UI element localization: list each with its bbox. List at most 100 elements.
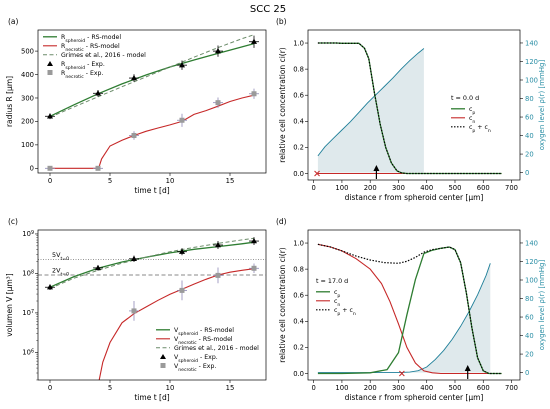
y2-tick-label: 80 [525,95,534,103]
x-tick-label: 0 [311,384,315,392]
x-tick-label: 200 [364,184,377,192]
time-annotation: t = 0.0 d [451,94,479,102]
exp-necrotic-marker [251,91,257,97]
series-model-necrotic [98,268,255,380]
spheroid-radius-arrowhead [373,165,380,171]
x-tick-label: 400 [420,384,433,392]
oxygen-area [317,263,491,373]
legend-label: cn [334,298,340,308]
legend-label: Vspheroid - RS-model [174,327,234,337]
series-grimes [49,34,255,118]
x-tick-label: 300 [392,184,405,192]
y2-tick-label: 80 [525,295,534,303]
legend-label: Rspheroid - RS-model [61,34,121,44]
legend-label: Rnecrotic - RS-model [61,43,120,53]
x-tick-label: 0 [48,384,52,392]
x-axis-label: time t [d] [134,186,169,195]
x-tick-label: 400 [420,184,433,192]
y2-tick-label: 20 [525,350,534,358]
legend-label: Vnecrotic - Exp. [174,363,216,373]
series-model-necrotic [50,94,255,169]
y-tick-label: 0.0 [293,170,304,178]
y-axis-label: volumen V [μm³] [5,273,14,336]
exp-necrotic-marker [251,265,257,271]
y2-tick-label: 40 [525,132,534,140]
exp-necrotic-marker [179,287,185,293]
series-lines [317,42,502,175]
x-tick-label: 200 [364,384,377,392]
y-tick-label: 100 [21,141,34,149]
x-tick-label: 500 [448,384,461,392]
y-tick-label: 0.4 [293,118,304,126]
exp-necrotic-marker [215,272,221,278]
legend-label: Vspheroid - Exp. [174,354,218,364]
exp-necrotic-marker [215,100,221,106]
x-axis-label: time t [d] [134,393,169,402]
legend-label: Grimes et al., 2016 - model [174,345,259,352]
y2-tick-label: 20 [525,150,534,158]
legend-label: Vnecrotic - RS-model [174,336,233,346]
panel-label: (b) [276,17,287,26]
x-tick-label: 600 [477,384,490,392]
guide-label: 2Vt=0 [52,267,69,278]
legend-label: cn [469,115,475,125]
axes-frame [37,29,267,174]
x-tick-label: 10 [166,177,175,185]
y-tick-label: 0.4 [293,318,304,326]
time-annotation: t = 17.0 d [316,277,348,285]
y-tick-label: 0.8 [293,265,304,273]
y2-tick-label: 120 [525,258,538,266]
y-tick-label: 300 [21,94,34,102]
exp-spheroid-marker [47,113,53,119]
x-tick-label: 15 [226,384,235,392]
y-tick-label: 400 [21,71,34,79]
exp-spheroid-marker [215,241,221,248]
y-tick-label: 108 [22,269,34,278]
y-axis-label: relative cell concentration ci(r) [278,247,287,363]
y-tick-label: 0.6 [293,92,304,100]
y2-axis-label: oxygen level ρ(r) [mmHg] [538,260,546,351]
y-tick-label: 0.0 [293,370,304,378]
exp-spheroid-marker [95,90,101,96]
series-sum [317,42,502,175]
panel-label: (d) [276,217,287,226]
legend-label: Grimes et al., 2016 - model [61,52,146,59]
x-axis-label: distance r from spheroid center [μm] [345,193,484,202]
exp-spheroid-marker [251,38,257,44]
series-sum [317,243,502,375]
y-tick-label: 0.2 [293,144,304,152]
y-tick-label: 0.2 [293,344,304,352]
axes-frame [307,29,521,181]
series-model-necrotic [317,243,502,375]
series-model-spheroid [49,241,255,288]
series-lines [49,237,255,380]
y-tick-label: 200 [21,118,34,126]
x-tick-label: 700 [505,184,518,192]
necrotic-radius-marker [314,170,320,177]
x-tick-label: 10 [166,384,175,392]
y-tick-label: 0.8 [293,65,304,73]
x-tick-label: 15 [226,177,235,185]
panel-a: (a) 0 5 10 15 0 100 200 300 400 500 time t [d] radiu… [5,17,267,195]
y-tick-label: 107 [22,309,34,318]
x-tick-label: 0 [48,177,52,185]
panel-d: (d)0 100 200 300 400 500 600 7000.00.20.40.60.8… [276,217,546,402]
y-tick-label: 1.0 [293,239,304,247]
exp-necrotic-marker [179,117,185,123]
y2-tick-label: 60 [525,313,534,321]
x-tick-label: 500 [448,184,461,192]
series-lines [49,34,255,169]
x-tick-label: 100 [335,184,348,192]
panel-label: (a) [8,17,19,26]
y2-tick-label: 40 [525,332,534,340]
y-tick-label: 0 [30,165,34,173]
exp-spheroid-marker [215,47,221,54]
x-tick-label: 100 [335,384,348,392]
exp-spheroid-marker [47,284,53,290]
spheroid-radius-arrowhead [464,365,471,371]
